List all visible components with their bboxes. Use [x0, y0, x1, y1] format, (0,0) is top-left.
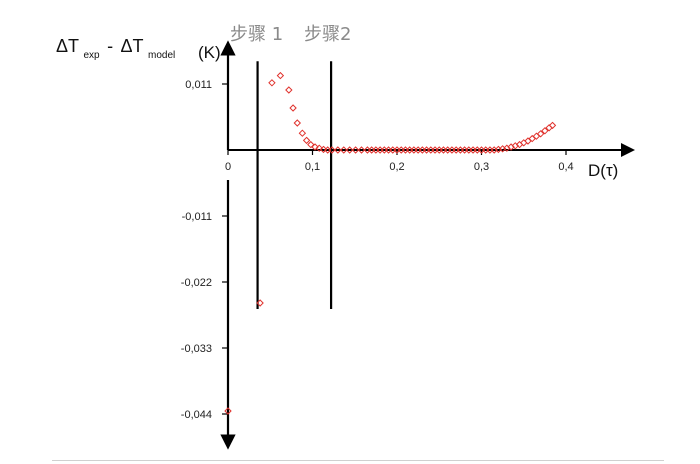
data-point [285, 86, 293, 94]
data-point [311, 143, 319, 151]
y-unit-label: (K) [198, 43, 221, 62]
data-point [298, 129, 307, 137]
y-axis-label: ΔT exp - ΔT model [56, 36, 175, 62]
y-label-main-2: ΔT [121, 36, 144, 56]
data-point [293, 119, 301, 127]
data-point [340, 146, 348, 154]
data-point [319, 145, 328, 154]
data-point [548, 121, 557, 130]
bottom-divider [52, 460, 664, 461]
data-point [351, 146, 360, 154]
data-point [315, 144, 323, 152]
data-point [224, 407, 232, 415]
y-label-main-1: ΔT [56, 36, 79, 56]
data-point [334, 146, 342, 154]
x-tick-label: 0,3 [474, 161, 489, 173]
step-lines [256, 61, 333, 309]
y-tick-label: 0,011 [185, 79, 212, 91]
x-tick-label: 0,2 [389, 161, 404, 173]
y-label-sub-1: exp [83, 50, 100, 61]
data-point [302, 136, 311, 145]
data-point [345, 146, 354, 154]
data-point [536, 130, 545, 138]
data-point [307, 140, 315, 149]
data-point [268, 79, 276, 87]
x-tick-label: 0,4 [558, 161, 573, 173]
x-tick-label: 0 [225, 161, 231, 173]
data-point [256, 299, 264, 307]
step-2-label: 步骤2 [304, 24, 351, 45]
data-point [541, 127, 549, 135]
x-ticks: 0 0,1 0,2 0,3 0,4 [225, 150, 574, 173]
y-tick-label: -0,011 [182, 211, 212, 223]
y-tick-label: -0,033 [181, 343, 212, 355]
data-point [357, 146, 366, 154]
y-tick-label: -0,022 [181, 277, 212, 289]
y-tick-label: -0,044 [181, 409, 212, 421]
x-axis-label: D(τ) [588, 161, 618, 180]
data-point [328, 146, 336, 154]
y-label-sub-2: model [148, 50, 175, 61]
data-point [289, 104, 297, 112]
data-points [224, 71, 557, 415]
x-tick-label: 0,1 [305, 161, 320, 173]
step-1-label: 步骤 1 [230, 24, 283, 45]
y-ticks: 0,011 -0,011 -0,022 -0,033 -0,044 [181, 79, 228, 421]
data-point [276, 71, 285, 80]
y-label-sep: - [107, 36, 113, 56]
